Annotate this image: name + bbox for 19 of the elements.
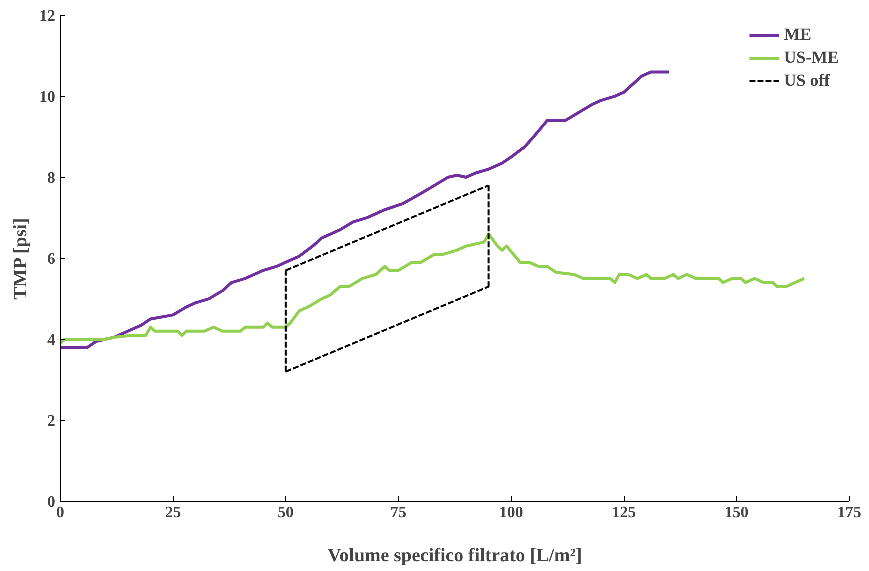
x-tick-label: 175 — [838, 504, 862, 522]
y-tick-label: 0 — [48, 494, 56, 511]
x-tick-label: 25 — [165, 504, 182, 522]
y-axis-title: TMP [psi] — [10, 218, 32, 300]
legend-label: US off — [784, 71, 830, 91]
y-tick-label: 10 — [40, 89, 56, 106]
x-tick-label: 75 — [390, 504, 407, 522]
x-tick-label: 125 — [612, 504, 636, 522]
y-tick-label: 2 — [48, 413, 56, 430]
legend-label: ME — [784, 25, 812, 45]
y-tick-label: 4 — [48, 332, 56, 349]
y-tick-label: 8 — [48, 170, 56, 187]
x-axis-title: Volume specifico filtrato [L/m²] — [328, 546, 582, 566]
x-tick-label: 100 — [499, 504, 524, 522]
y-tick-label: 12 — [40, 8, 56, 25]
x-tick-label: 50 — [278, 504, 294, 522]
legend-label: US-ME — [784, 48, 839, 68]
y-tick-label: 6 — [48, 251, 56, 268]
x-tick-label: 150 — [724, 504, 749, 522]
